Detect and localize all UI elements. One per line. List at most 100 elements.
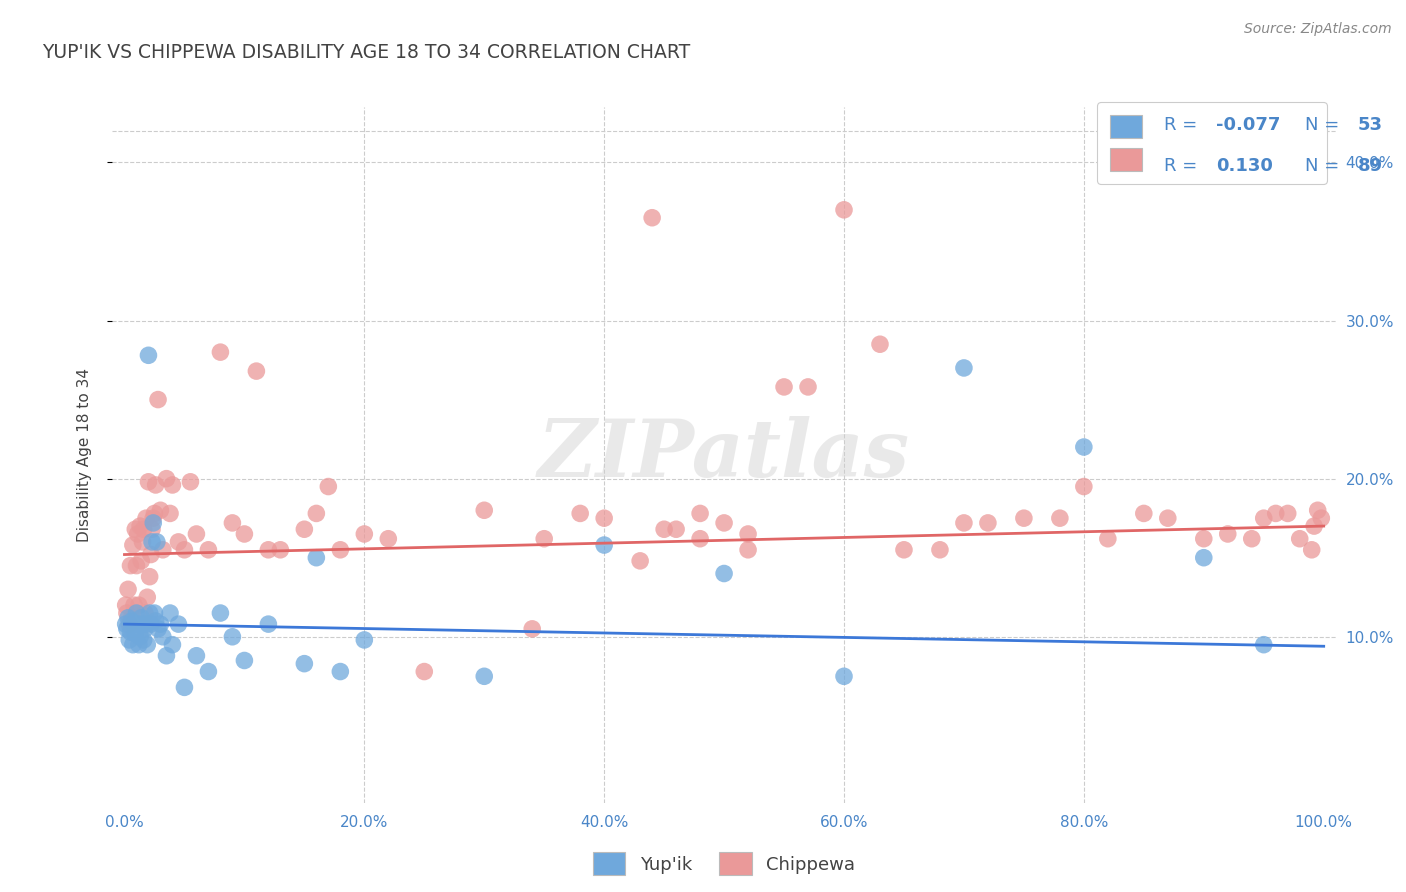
Point	[139, 617, 162, 632]
Point	[114, 617, 136, 632]
Point	[142, 511, 165, 525]
Point	[121, 538, 145, 552]
Point	[118, 632, 141, 647]
Point	[1192, 532, 1215, 546]
Point	[1240, 532, 1263, 546]
Text: YUP'IK VS CHIPPEWA DISABILITY AGE 18 TO 34 CORRELATION CHART: YUP'IK VS CHIPPEWA DISABILITY AGE 18 TO …	[42, 44, 690, 62]
Point	[1306, 503, 1329, 517]
Point	[132, 632, 155, 647]
Point	[305, 550, 328, 565]
Point	[138, 606, 160, 620]
Legend: Yup'ik, Chippewa: Yup'ik, Chippewa	[583, 843, 865, 884]
Point	[145, 614, 167, 628]
Point	[173, 542, 195, 557]
Point	[121, 638, 145, 652]
Point	[120, 558, 142, 573]
Point	[522, 622, 544, 636]
Point	[124, 522, 146, 536]
Point	[129, 630, 152, 644]
Point	[162, 638, 184, 652]
Point	[1216, 527, 1239, 541]
Text: ZIPatlas: ZIPatlas	[538, 417, 910, 493]
Point	[1303, 519, 1326, 533]
Point	[134, 606, 156, 620]
Point	[689, 532, 711, 546]
Point	[233, 653, 256, 667]
Text: N =: N =	[1305, 116, 1346, 134]
Point	[141, 534, 163, 549]
Point	[155, 472, 177, 486]
Point	[221, 516, 243, 530]
Point	[136, 591, 159, 605]
Point	[142, 516, 165, 530]
Point	[689, 507, 711, 521]
Point	[167, 617, 190, 632]
Point	[117, 582, 139, 597]
Point	[977, 516, 1000, 530]
Point	[221, 630, 243, 644]
Point	[149, 503, 172, 517]
Point	[472, 669, 495, 683]
Point	[139, 548, 162, 562]
Point	[245, 364, 267, 378]
Point	[292, 522, 315, 536]
Point	[134, 622, 156, 636]
Point	[929, 542, 952, 557]
Point	[773, 380, 796, 394]
Point	[117, 611, 139, 625]
Point	[143, 507, 166, 521]
Point	[115, 622, 138, 636]
Text: -0.077: -0.077	[1216, 116, 1279, 134]
Point	[124, 626, 146, 640]
Point	[209, 345, 232, 359]
Point	[125, 606, 148, 620]
Point	[257, 617, 280, 632]
Point	[953, 360, 976, 375]
Point	[257, 542, 280, 557]
Point	[413, 665, 436, 679]
Point	[1012, 511, 1035, 525]
Point	[118, 617, 141, 632]
Point	[329, 542, 352, 557]
Point	[138, 569, 160, 583]
Point	[1253, 511, 1275, 525]
Point	[138, 348, 160, 362]
Point	[593, 511, 616, 525]
Point	[114, 598, 136, 612]
Text: 89: 89	[1358, 157, 1382, 175]
Point	[305, 507, 328, 521]
Point	[197, 542, 219, 557]
Point	[1097, 532, 1119, 546]
Text: R =: R =	[1164, 116, 1204, 134]
Point	[120, 625, 142, 640]
Point	[186, 648, 208, 663]
Point	[186, 527, 208, 541]
Point	[641, 211, 664, 225]
Point	[953, 516, 976, 530]
Point	[713, 516, 735, 530]
Point	[292, 657, 315, 671]
Point	[136, 638, 159, 652]
Point	[665, 522, 688, 536]
Point	[209, 606, 232, 620]
Point	[146, 392, 169, 407]
Point	[122, 617, 145, 632]
Point	[1192, 550, 1215, 565]
Point	[135, 617, 157, 632]
Point	[125, 558, 148, 573]
Point	[329, 665, 352, 679]
Point	[167, 534, 190, 549]
Point	[149, 617, 172, 632]
Point	[121, 611, 143, 625]
Point	[269, 542, 291, 557]
Point	[1301, 542, 1323, 557]
Text: N =: N =	[1305, 157, 1346, 175]
Point	[832, 202, 855, 217]
Point	[797, 380, 820, 394]
Point	[1157, 511, 1180, 525]
Point	[127, 617, 149, 632]
Point	[1264, 507, 1286, 521]
Point	[353, 527, 375, 541]
Point	[628, 554, 651, 568]
Point	[713, 566, 735, 581]
